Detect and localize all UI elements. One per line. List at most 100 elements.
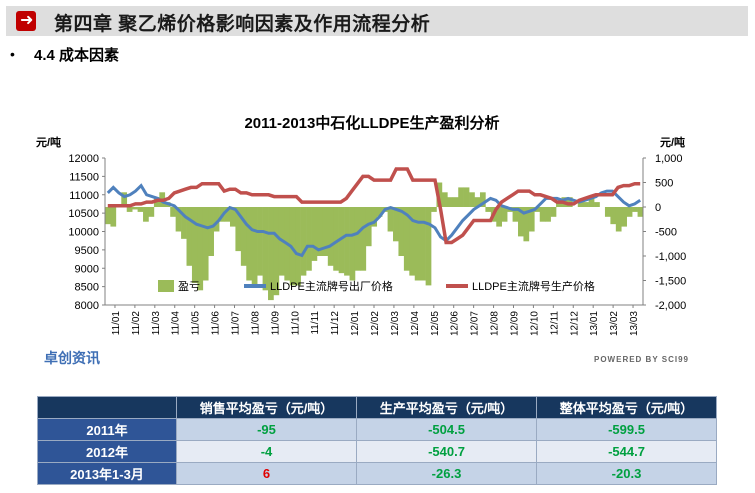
profit-bar <box>143 207 149 222</box>
profit-bar <box>186 207 193 266</box>
chapter-header: ➜ 第四章 聚乙烯价格影响因素及作用流程分析 <box>6 6 748 36</box>
profit-bar <box>376 207 383 217</box>
x-tick-label: 11/12 <box>330 311 341 336</box>
profit-bar <box>479 192 486 207</box>
right-tick-label: -1,500 <box>655 276 686 288</box>
left-tick-label: 9500 <box>75 245 99 257</box>
left-tick-label: 8500 <box>75 282 99 294</box>
table-header-cell: 销售平均盈亏（元/吨） <box>176 396 357 419</box>
watermark-right: POWERED BY SCI99 <box>594 355 689 364</box>
x-tick-label: 11/11 <box>310 311 321 335</box>
profit-bar <box>621 207 627 227</box>
profit-bar <box>556 202 562 207</box>
profit-bar <box>213 207 220 232</box>
bullet-dot: • <box>10 46 15 62</box>
profit-bar <box>626 207 633 217</box>
profit-bar <box>371 207 378 227</box>
profit-bar <box>512 207 519 222</box>
table-row: 2011年 -95 -504.5 -599.5 <box>37 418 717 441</box>
x-tick-label: 12/04 <box>410 311 421 336</box>
table-row: 2012年 -4 -540.7 -544.7 <box>37 440 717 463</box>
table-header-cell <box>37 396 177 419</box>
profit-bar <box>539 207 546 222</box>
profit-bar <box>610 207 617 225</box>
x-tick-label: 11/02 <box>131 311 142 336</box>
table-cell: -4 <box>176 440 357 463</box>
profit-bar <box>403 207 410 271</box>
table-cell: -540.7 <box>356 440 537 463</box>
profit-bar <box>583 202 589 207</box>
left-tick-label: 11500 <box>69 171 99 183</box>
profit-bar <box>458 187 464 207</box>
profit-bar <box>615 207 622 232</box>
x-tick-label: 12/08 <box>490 311 501 336</box>
profit-bar <box>268 207 274 301</box>
x-tick-label: 13/03 <box>629 311 640 336</box>
x-tick-label: 13/01 <box>589 311 600 336</box>
legend-swatch-profit <box>158 280 174 292</box>
x-tick-label: 12/12 <box>569 311 580 336</box>
x-tick-label: 11/08 <box>250 311 261 336</box>
profit-bar <box>469 192 475 207</box>
right-tick-label: -500 <box>655 227 677 239</box>
x-tick-label: 11/05 <box>191 311 202 336</box>
x-tick-label: 12/06 <box>450 311 461 336</box>
table-row: 2013年1-3月 6 -26.3 -20.3 <box>37 462 717 485</box>
x-tick-label: 12/09 <box>509 311 520 336</box>
production-price-line <box>107 167 641 245</box>
profit-bar <box>534 207 541 212</box>
profit-bar <box>181 207 187 239</box>
right-axis-label: 元/吨 <box>660 135 685 149</box>
profit-bar <box>528 207 535 232</box>
profit-bar <box>333 207 339 271</box>
profit-bar <box>121 192 128 207</box>
row-label: 2013年1-3月 <box>37 462 177 485</box>
x-tick-label: 11/09 <box>270 311 281 336</box>
profit-bar <box>110 207 117 227</box>
profit-bar <box>550 207 557 217</box>
left-tick-label: 9000 <box>75 263 99 275</box>
table-cell: -544.7 <box>536 440 717 463</box>
profit-bar <box>208 207 214 256</box>
profit-bar <box>175 207 182 232</box>
x-tick-label: 12/07 <box>470 311 481 336</box>
profit-bar <box>393 207 399 242</box>
left-axis-label: 元/吨 <box>36 135 61 149</box>
profit-bar <box>518 207 524 237</box>
profit-bar <box>240 207 247 266</box>
profit-bar <box>246 207 253 281</box>
profit-summary-table: 销售平均盈亏（元/吨） 生产平均盈亏（元/吨） 整体平均盈亏（元/吨） 2011… <box>37 396 717 485</box>
x-tick-label: 12/10 <box>529 311 540 336</box>
profit-bar <box>224 207 231 222</box>
profit-bar <box>604 207 611 217</box>
profit-bar <box>474 197 481 207</box>
profit-bar <box>398 207 405 256</box>
profit-bar <box>306 207 312 271</box>
table-header-cell: 整体平均盈亏（元/吨） <box>536 396 717 419</box>
profit-bar <box>414 207 421 281</box>
profit-bar <box>273 207 280 296</box>
profit-bar <box>229 207 236 227</box>
profit-bar <box>577 202 584 207</box>
profit-bar <box>501 207 508 222</box>
profit-chart: 2011-2013中石化LLDPE生产盈利分析 元/吨 元/吨 12000 115… <box>36 114 689 366</box>
chart-title: 2011-2013中石化LLDPE生产盈利分析 <box>244 114 499 132</box>
x-tick-label: 11/03 <box>151 311 162 336</box>
profit-bar <box>235 207 242 252</box>
price-lines <box>106 167 642 258</box>
legend-label-production: LLDPE主流牌号生产价格 <box>472 279 595 293</box>
profit-bar <box>632 207 638 212</box>
profit-bar <box>349 207 356 281</box>
x-tick-label: 13/02 <box>609 311 620 336</box>
legend-label-profit: 盈亏 <box>178 280 200 293</box>
profit-bar <box>485 207 492 212</box>
x-tick-label: 11/01 <box>111 311 122 336</box>
profit-bar <box>594 202 600 207</box>
profit-bar <box>202 207 209 281</box>
profit-bar <box>311 207 318 261</box>
profit-bar <box>354 207 361 271</box>
profit-bar <box>496 207 502 227</box>
profit-bar <box>105 207 111 225</box>
profit-bar <box>295 207 301 286</box>
table-cell: -95 <box>176 418 357 441</box>
